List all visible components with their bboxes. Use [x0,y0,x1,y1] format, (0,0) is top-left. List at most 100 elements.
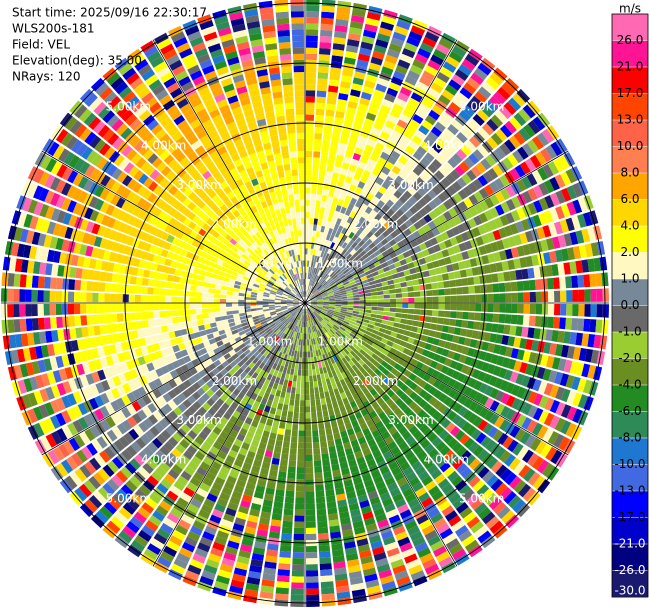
gate [322,245,327,252]
gate [309,294,315,300]
gate [595,273,603,287]
gate [450,169,461,180]
gate [305,272,307,279]
gate [500,201,511,214]
gate [300,339,303,346]
gate [388,316,396,322]
gate [292,423,299,431]
gate [305,545,318,553]
gate [327,158,335,167]
gate [388,43,403,53]
gate [87,326,95,337]
gate [314,268,318,275]
gate [394,97,407,108]
gate [307,260,310,267]
gate [365,17,380,27]
gate [307,345,310,352]
gate [314,472,323,480]
gate [319,163,327,171]
gate [394,283,402,289]
gate [409,215,418,224]
gate [338,247,345,254]
gate [426,230,435,240]
gate [332,49,344,57]
gate [484,100,498,114]
gate [274,599,289,607]
gate [177,303,184,310]
gate [329,184,337,192]
gate [339,264,346,271]
gate [1,319,9,334]
gate [329,255,335,263]
gate [305,47,318,55]
gate [37,276,45,289]
gate [469,136,481,148]
gate [305,211,310,218]
gate [275,587,289,595]
gate [335,304,342,307]
gate [353,300,360,303]
gate [401,313,408,319]
gate [317,78,328,86]
gate [460,127,472,139]
gate [376,286,384,292]
gate [306,600,320,607]
gate [429,275,438,283]
gate [284,502,294,510]
gate [341,241,348,249]
gate [535,291,543,303]
gate [305,120,314,127]
gate [19,274,27,288]
gate [353,303,360,306]
gate [352,152,362,161]
gate [314,292,321,297]
gate [319,206,325,214]
gate [437,317,445,325]
gate [410,92,423,103]
gate [477,127,490,140]
gate [147,287,154,295]
gate [336,104,346,113]
gate [316,374,322,382]
gate [344,112,355,121]
gate [336,6,351,15]
gate [305,418,311,425]
gate [306,278,308,285]
gate [451,119,463,131]
gate [432,296,439,303]
gate [417,187,427,197]
gate [387,155,398,165]
gate [371,256,379,264]
gate [214,284,222,290]
gate [310,297,317,301]
gate [172,323,181,331]
gate [494,146,507,160]
gate [288,374,294,382]
gate [318,532,329,540]
gate [601,272,609,287]
gate [486,136,499,150]
gate [550,141,563,157]
gate [409,119,421,130]
gate [330,67,342,75]
gate [309,293,314,299]
gate [321,5,335,13]
gate [321,0,336,7]
gate [81,326,89,338]
gate [342,68,354,77]
gate [353,172,362,181]
gate [353,308,360,312]
gate [361,211,369,220]
gate [510,281,518,292]
gate [271,457,280,466]
gate [341,300,348,303]
gate [428,210,438,220]
gate [389,307,397,313]
gate [313,139,322,146]
gate [346,106,357,115]
gate [463,82,477,95]
gate [547,303,555,316]
gate [415,108,427,119]
gate [309,211,315,219]
gate [480,104,494,118]
